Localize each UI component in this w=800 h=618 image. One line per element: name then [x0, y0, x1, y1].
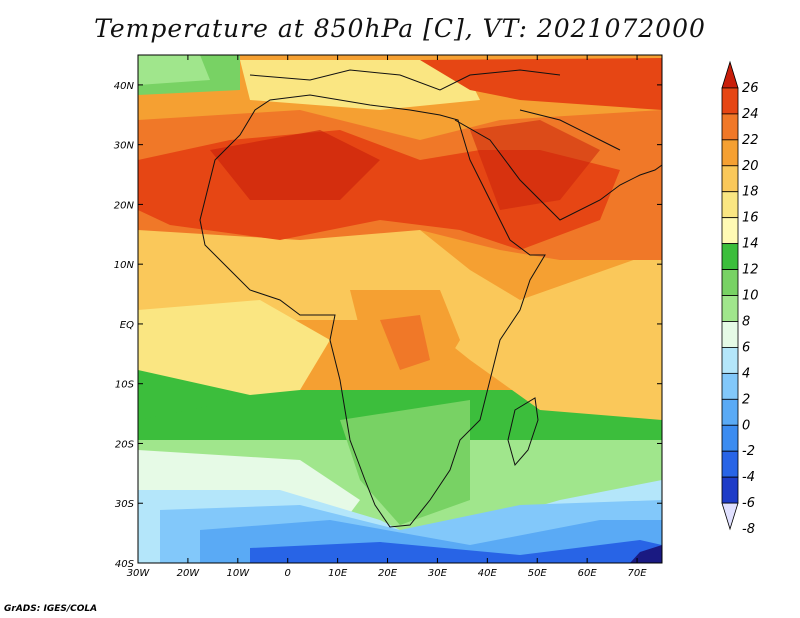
colorbar-segment — [721, 243, 739, 270]
colorbar-segment — [721, 450, 739, 478]
colorbar-label: -8 — [742, 522, 755, 537]
colorbar-label: 4 — [742, 366, 750, 381]
lat-tick-label: 30N — [114, 141, 135, 152]
lat-tick-label: 40N — [114, 81, 135, 92]
colorbar-label: 8 — [742, 314, 750, 329]
colorbar-label: -6 — [742, 496, 755, 511]
colorbar-segment — [721, 87, 739, 115]
colorbar-label: 0 — [742, 418, 750, 433]
lon-tick-label: 10W — [226, 568, 250, 579]
colorbar-label: 24 — [742, 107, 759, 122]
colorbar-segment — [721, 60, 739, 89]
lat-tick-label: EQ — [120, 320, 134, 331]
colorbar-segment — [721, 217, 739, 245]
colorbar-segment — [721, 372, 739, 400]
colorbar-segment — [721, 295, 739, 322]
colorbar-label: 2 — [742, 392, 750, 407]
colorbar-segment — [721, 476, 739, 504]
colorbar-label: 26 — [742, 81, 759, 96]
lon-tick-label: 20W — [177, 568, 201, 579]
lon-tick-label: 30E — [428, 568, 448, 579]
colorbar-label: 14 — [742, 237, 759, 252]
map-frame — [137, 54, 663, 564]
chart-title: Temperature at 850hPa [C], VT: 202107200… — [94, 14, 706, 43]
colorbar-segment — [721, 321, 739, 348]
map-axes: 30W 20W 10W 0 10E 20E 30E 40E 50E 60E 70E 40N 30N 20N… — [114, 55, 662, 579]
lat-tick-label: 10N — [114, 260, 135, 271]
colorbar-label: 6 — [742, 340, 750, 355]
credit-text: GrADS: IGES/COLA — [4, 604, 98, 614]
lon-tick-label: 10E — [328, 568, 348, 579]
colorbar-segment — [721, 139, 739, 167]
lon-tick-label: 60E — [578, 568, 598, 579]
colorbar-label: 12 — [742, 263, 759, 278]
colorbar-label: 16 — [742, 211, 759, 226]
colorbar-label: 22 — [742, 133, 759, 148]
lon-tick-label: 40E — [478, 568, 498, 579]
lon-tick-label: 50E — [528, 568, 548, 579]
colorbar-segment — [721, 424, 739, 452]
lat-tick-label: 40S — [115, 559, 135, 570]
colorbar-label: 18 — [742, 185, 759, 200]
lon-tick-label: 70E — [628, 568, 648, 579]
colorbar-segment — [721, 347, 739, 374]
colorbar-label: -2 — [742, 444, 755, 459]
colorbar-segment — [721, 113, 739, 141]
lat-tick-label: 20N — [114, 200, 135, 211]
lat-tick-label: 30S — [115, 499, 135, 510]
lon-tick-label: 20E — [378, 568, 398, 579]
colorbar-label: 20 — [742, 159, 759, 174]
colorbar-label: -4 — [742, 470, 755, 485]
colorbar-segment — [721, 502, 739, 531]
colorbar-segment — [721, 398, 739, 426]
colorbar-segment — [721, 191, 739, 219]
lon-tick-label: 0 — [285, 568, 291, 579]
coastlines — [199, 69, 662, 528]
colorbar-segment — [721, 269, 739, 296]
lat-tick-label: 20S — [115, 439, 135, 450]
lat-tick-label: 10S — [115, 380, 135, 391]
colorbar-label: 10 — [742, 289, 759, 304]
temperature-field — [138, 55, 662, 563]
colorbar-segment — [721, 165, 739, 193]
lon-tick-label: 30W — [127, 568, 151, 579]
